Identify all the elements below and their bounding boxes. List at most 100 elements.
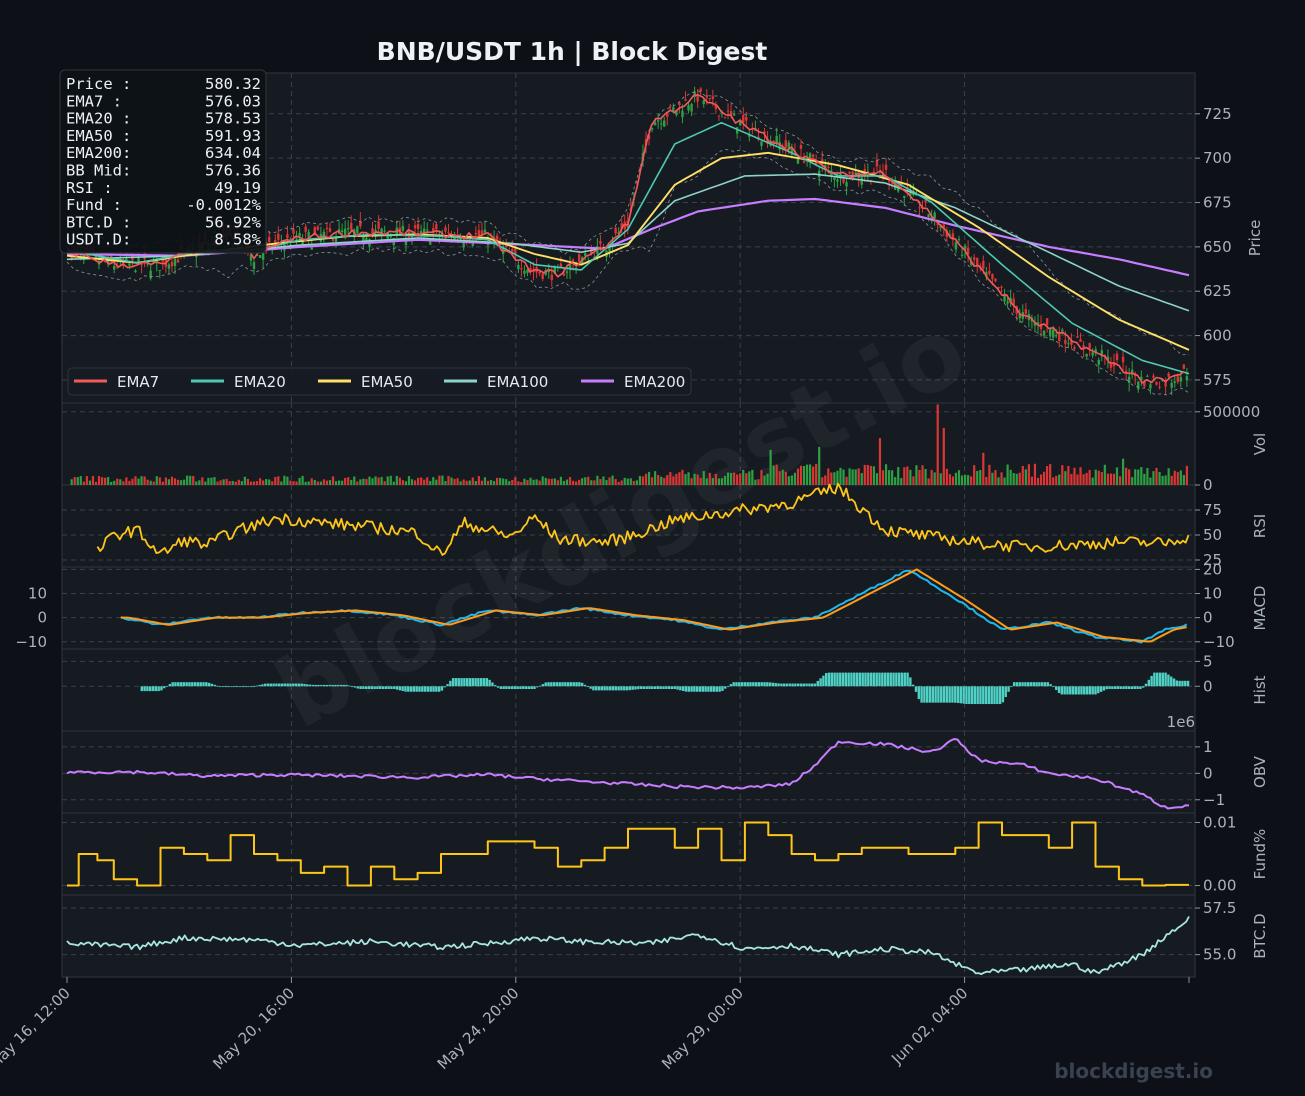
volume-bar: [526, 480, 529, 485]
hist-bar: [757, 682, 761, 687]
volume-bar: [568, 476, 572, 485]
volume-bar: [325, 480, 329, 485]
volume-bar: [781, 469, 784, 485]
candle-body: [122, 262, 125, 264]
volume-bar: [1055, 475, 1058, 485]
hist-bar: [954, 686, 957, 703]
candle-body: [149, 270, 152, 279]
candle-body: [413, 225, 417, 229]
candle-body: [356, 226, 359, 234]
volume-bar: [395, 475, 398, 485]
volume-bar: [1121, 458, 1125, 485]
candle-body: [824, 165, 827, 168]
volume-bar: [754, 479, 757, 485]
ytick-label-price: 700: [1203, 149, 1232, 167]
hist-bar: [538, 685, 542, 687]
volume-bar: [499, 477, 502, 485]
volume-bar: [818, 446, 821, 485]
hist-bar: [328, 684, 331, 687]
candle-body: [383, 230, 386, 232]
hist-bar: [275, 683, 278, 687]
hist-bar: [1032, 682, 1035, 687]
hist-bar: [379, 686, 382, 690]
candle-body: [836, 179, 839, 182]
info-value: 580.32: [205, 75, 261, 93]
candle-body: [1152, 375, 1155, 378]
candle-body: [1097, 359, 1100, 365]
ytick-label-fund: 0.01: [1203, 813, 1236, 831]
hist-bar: [895, 672, 898, 687]
volume-bar: [82, 481, 85, 485]
hist-bar: [662, 686, 665, 690]
candle-body: [1085, 353, 1088, 357]
hist-bar: [676, 686, 679, 690]
volume-bar: [231, 480, 234, 485]
hist-bar: [1178, 680, 1181, 687]
volume-bar: [216, 481, 219, 485]
volume-bar: [906, 466, 909, 485]
hist-bar: [401, 686, 404, 691]
candle-body: [1088, 343, 1091, 349]
hist-bar: [670, 686, 674, 690]
hist-bar: [393, 686, 396, 690]
candle-body: [1100, 350, 1104, 357]
hist-bar: [1018, 682, 1021, 687]
volume-bar: [189, 475, 192, 485]
volume-bar: [720, 478, 724, 485]
volume-bar: [641, 476, 645, 485]
volume-bar: [575, 481, 578, 485]
volume-bar: [262, 480, 265, 485]
volume-bar: [407, 476, 411, 485]
candle-body: [775, 135, 778, 144]
hist-bar: [710, 686, 713, 692]
hist-bar: [752, 682, 755, 687]
hist-bar: [314, 684, 317, 687]
hist-bar: [280, 683, 284, 687]
candle-body: [599, 241, 602, 244]
volume-bar: [620, 480, 623, 485]
candle-body: [1067, 343, 1070, 345]
candle-body: [298, 232, 301, 237]
volume-bar: [210, 477, 213, 485]
volume-bar: [930, 469, 933, 485]
legend-label: EMA20: [234, 373, 286, 391]
ytick-label-price: 675: [1203, 194, 1232, 212]
volume-bar: [973, 465, 976, 485]
volume-bar: [611, 475, 614, 485]
hist-bar: [308, 684, 312, 687]
volume-bar: [435, 479, 438, 485]
signal-line: [120, 568, 1187, 643]
volume-bar: [377, 477, 380, 485]
volume-bar: [884, 464, 888, 485]
volume-bar: [1079, 467, 1082, 485]
hist-bar: [384, 686, 388, 690]
candle-body: [480, 230, 484, 235]
hist-bar: [810, 683, 814, 687]
ylabel-obv: OBV: [1251, 755, 1269, 788]
info-label: RSI :: [66, 179, 113, 197]
candle-body: [292, 228, 295, 234]
candle-body: [313, 227, 316, 234]
candle-body: [401, 226, 405, 231]
volume-bar: [426, 477, 429, 485]
info-value: 576.36: [205, 162, 261, 180]
hist-bar: [387, 686, 390, 690]
hist-bar: [468, 678, 472, 687]
hist-bar: [247, 686, 250, 688]
candle-body: [568, 264, 572, 271]
hist-bar: [311, 684, 315, 687]
candle-body: [365, 237, 368, 241]
volume-bar: [228, 481, 231, 485]
volume-bar: [265, 479, 268, 485]
volume-bar: [1100, 472, 1103, 485]
ytick-label-rsi: 50: [1203, 526, 1222, 544]
candle-body: [678, 102, 681, 105]
candle-body: [316, 226, 320, 230]
volume-bar: [705, 478, 708, 485]
volume-bar: [1033, 463, 1037, 485]
candle-body: [1146, 375, 1149, 377]
candle-body: [340, 230, 344, 233]
hist-bar: [996, 686, 999, 705]
volume-bar: [839, 467, 842, 485]
candle-body: [1003, 293, 1006, 302]
